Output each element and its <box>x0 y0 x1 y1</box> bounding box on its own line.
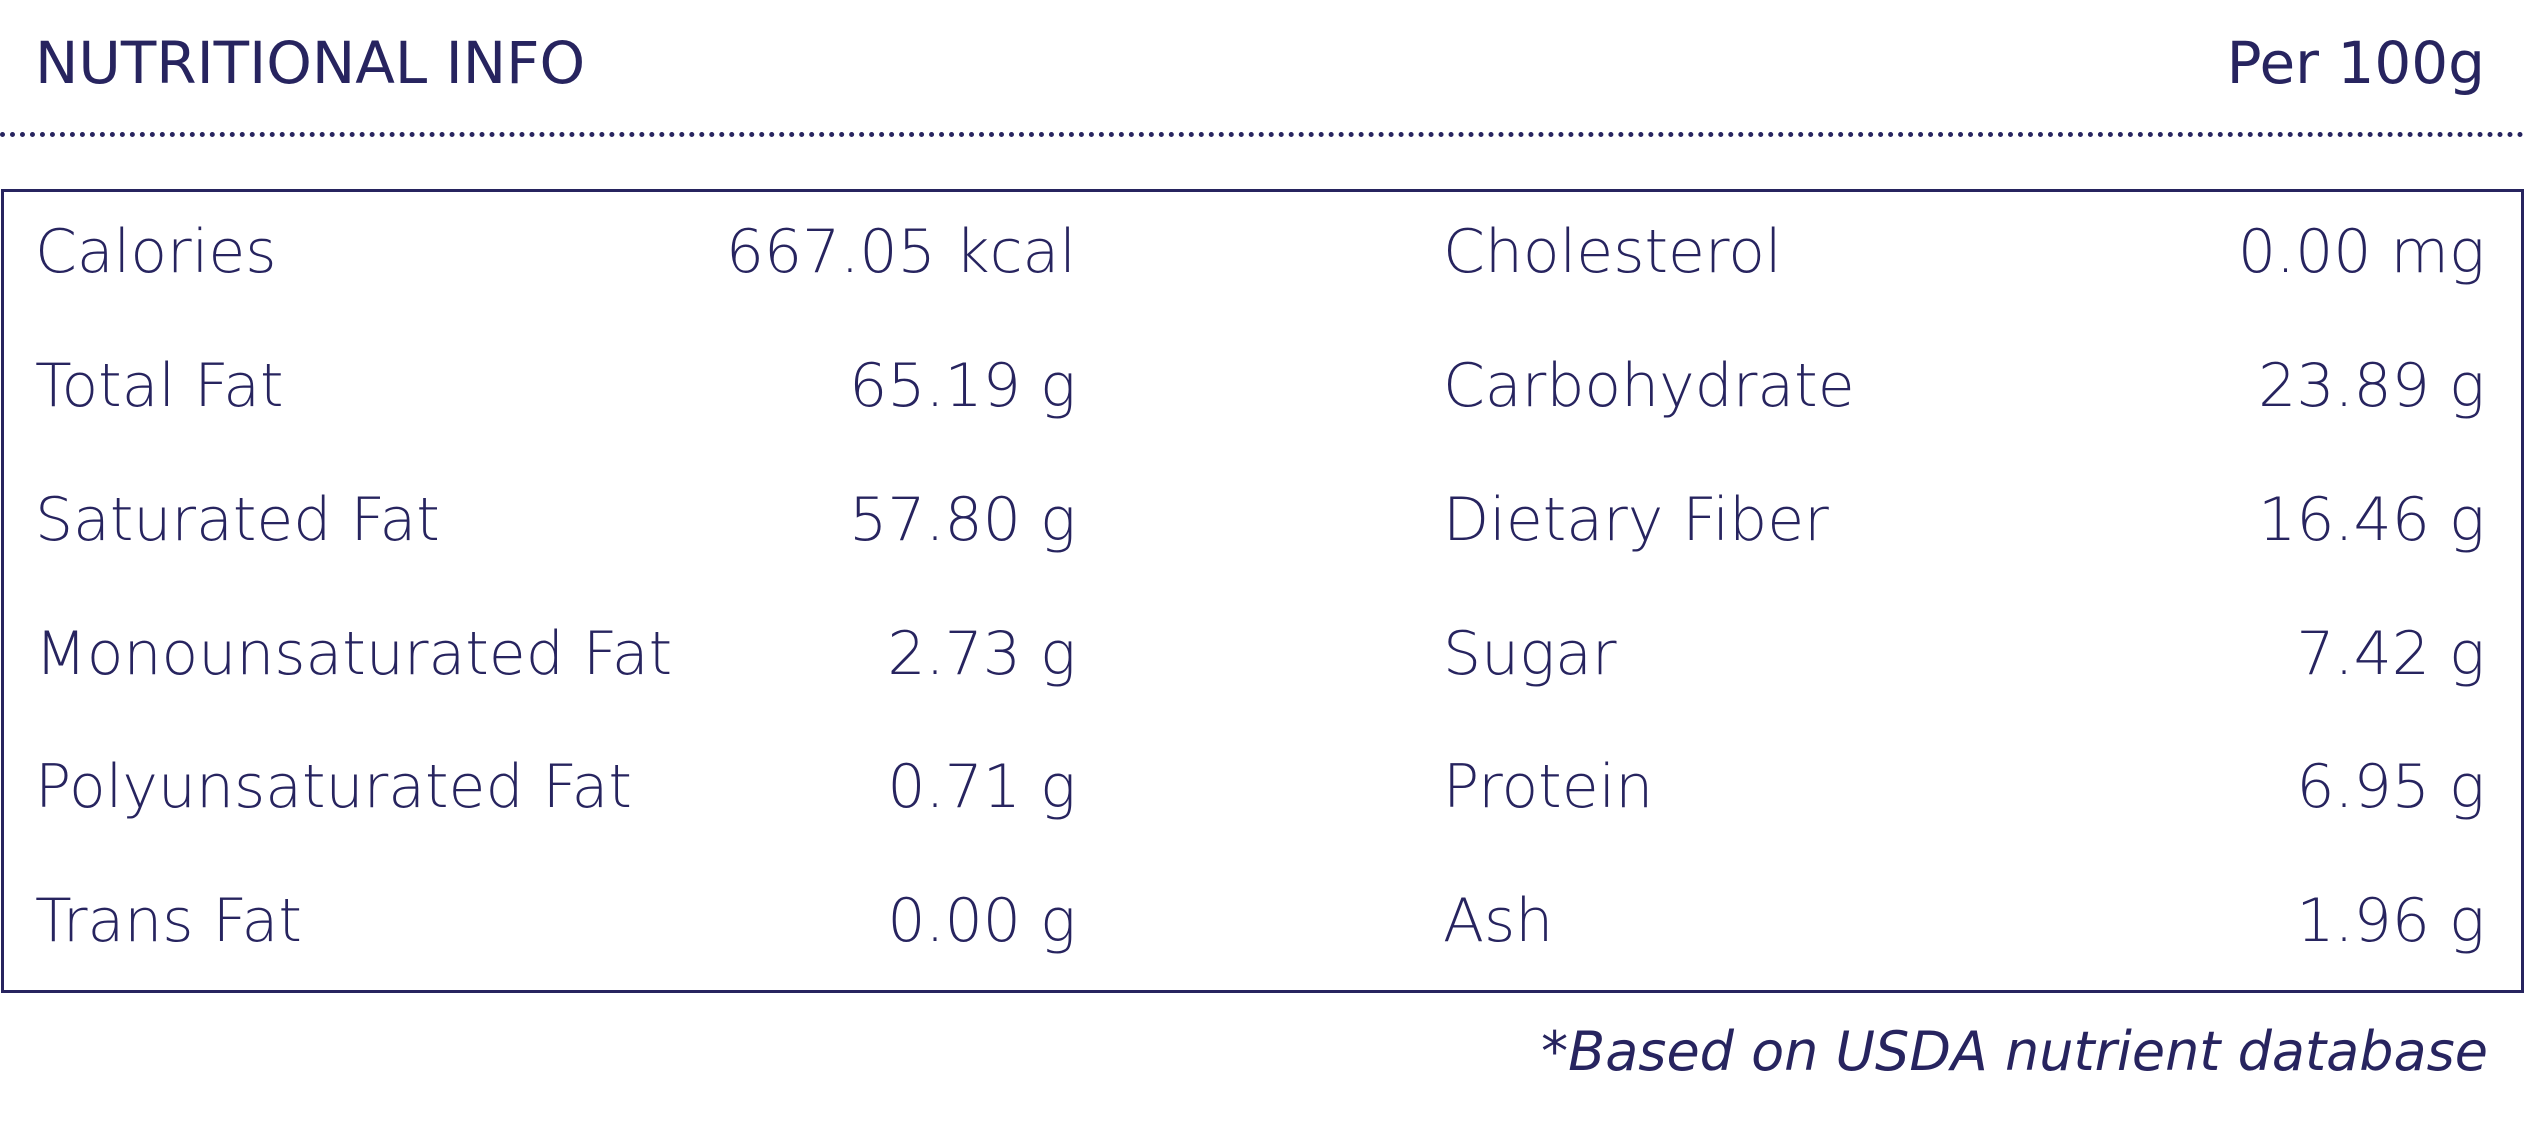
nutrient-value: 7.42 g <box>2296 619 2485 689</box>
nutrient-value: 0.00 g <box>887 886 1076 956</box>
nutrient-label: Saturated Fat <box>35 485 440 555</box>
nutrient-value: 65.19 g <box>849 351 1076 421</box>
nutrient-label: Polyunsaturated Fat <box>35 752 632 822</box>
nutrient-label: Monounsaturated Fat <box>35 619 673 689</box>
nutrient-value: 0.00 mg <box>2237 217 2485 287</box>
nutrient-value: 0.71 g <box>887 752 1076 822</box>
title: NUTRITIONAL INFO <box>35 29 586 97</box>
nutrient-value: 16.46 g <box>2258 485 2485 555</box>
nutrient-label: Ash <box>1443 886 1554 956</box>
nutrient-value: 57.80 g <box>849 485 1076 555</box>
nutrient-label: Sugar <box>1443 619 1617 689</box>
table-box <box>1 189 2524 993</box>
nutrient-label: Cholesterol <box>1443 217 1782 287</box>
nutrient-label: Trans Fat <box>35 886 302 956</box>
nutrient-value: 23.89 g <box>2258 351 2485 421</box>
nutrient-label: Dietary Fiber <box>1443 485 1829 555</box>
nutrient-label: Calories <box>35 217 277 287</box>
nutrient-value: 667.05 kcal <box>725 217 1076 287</box>
footnote: *Based on USDA nutrient database <box>1541 1020 2488 1083</box>
subtitle: Per 100g <box>2226 29 2485 97</box>
nutrient-label: Protein <box>1443 752 1654 822</box>
nutrient-value: 2.73 g <box>887 619 1076 689</box>
nutrient-label: Total Fat <box>35 351 284 421</box>
nutrient-value: 1.96 g <box>2296 886 2485 956</box>
divider <box>0 132 2525 137</box>
nutrient-label: Carbohydrate <box>1443 351 1855 421</box>
nutrient-value: 6.95 g <box>2296 752 2485 822</box>
